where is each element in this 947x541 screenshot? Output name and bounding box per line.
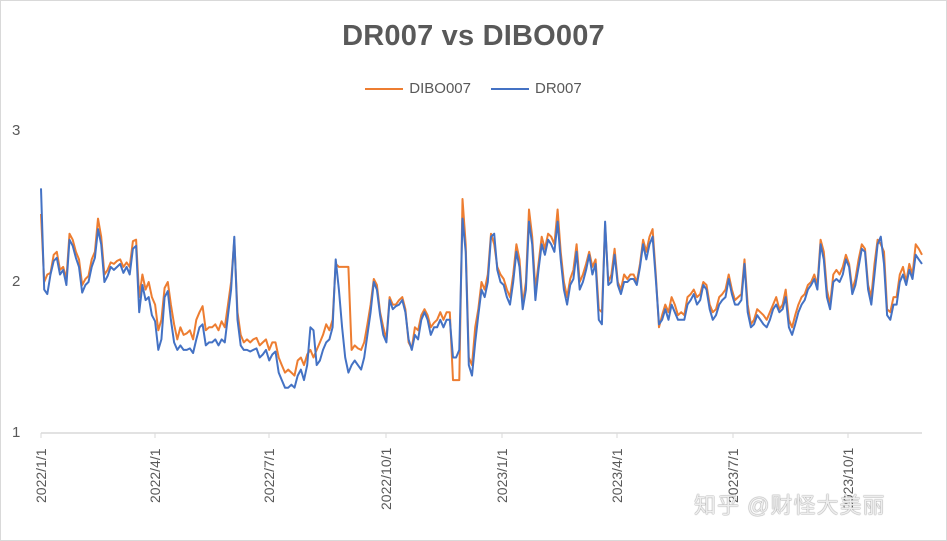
series-dr007-line [40, 188, 923, 389]
series-dibo007-line [40, 198, 923, 382]
x-tick-label: 2022/1/1 [33, 448, 49, 503]
x-tick-label: 2022/4/1 [147, 448, 163, 503]
y-tick-3: 3 [12, 122, 21, 139]
watermark: 知乎 @财怪大美丽 [694, 493, 886, 518]
x-tick-label: 2023/4/1 [609, 448, 625, 503]
x-tick-label: 2022/10/1 [378, 448, 394, 511]
legend-swatch-dibo007 [365, 87, 404, 90]
y-tick-1: 1 [12, 424, 21, 441]
legend-item-dibo007: DIBO007 [365, 80, 471, 97]
x-tick-label: 2022/7/1 [261, 448, 277, 503]
y-tick-2: 2 [12, 273, 21, 290]
x-axis-ticks [40, 433, 849, 438]
legend-label-dibo007: DIBO007 [409, 80, 471, 97]
chart-title: DR007 vs DIBO007 [342, 20, 605, 52]
x-tick-label: 2023/1/1 [494, 448, 510, 503]
legend-swatch-dr007 [491, 87, 529, 90]
legend: DIBO007 DR007 [0, 80, 947, 97]
legend-label-dr007: DR007 [535, 80, 582, 97]
legend-item-dr007: DR007 [491, 80, 582, 97]
